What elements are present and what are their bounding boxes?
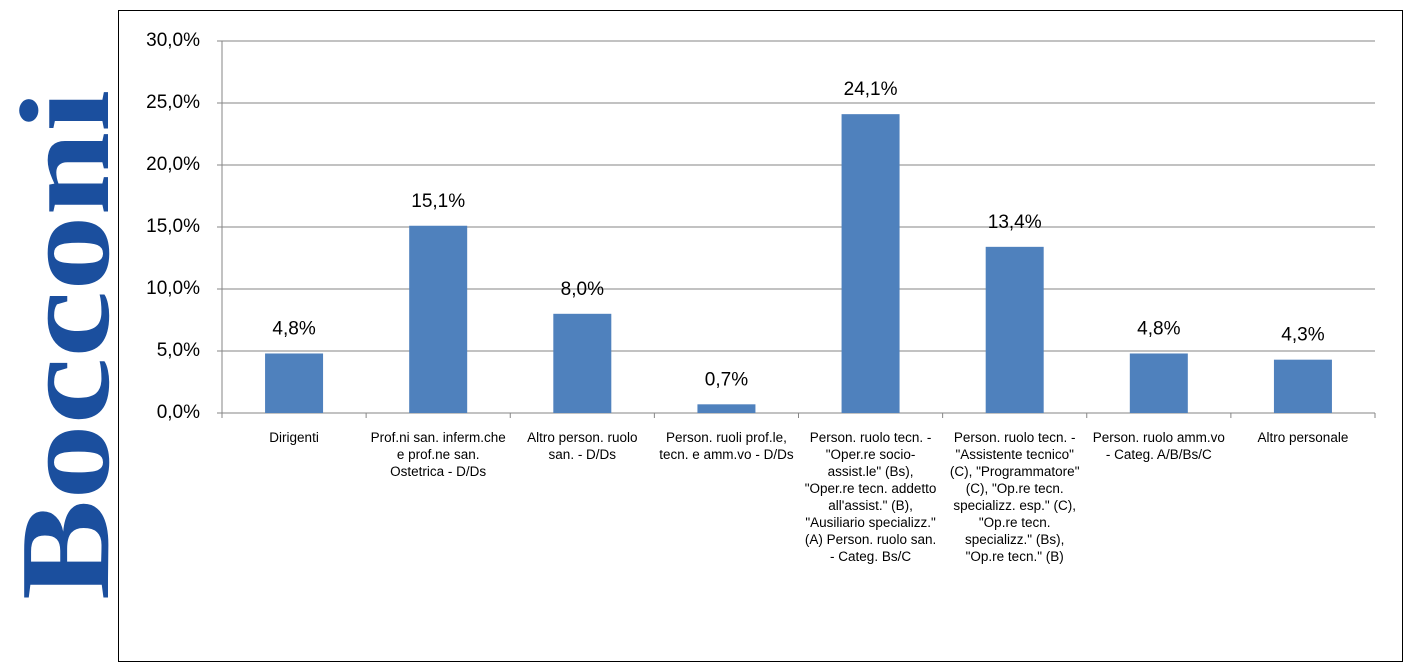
data-label: 8,0% xyxy=(561,279,604,300)
data-label: 0,7% xyxy=(705,369,748,390)
bar xyxy=(1129,353,1188,413)
data-label: 13,4% xyxy=(988,212,1042,233)
bar xyxy=(265,353,324,413)
x-tick-label: Person. ruolo tecn. - "Assistente tecnic… xyxy=(949,430,1080,564)
y-tick-label: 10,0% xyxy=(146,278,200,299)
logo: Bocconi xyxy=(0,90,136,600)
y-tick-label: 15,0% xyxy=(146,216,200,237)
data-label: 15,1% xyxy=(411,191,465,212)
x-tick-label: Altro personale xyxy=(1257,430,1349,445)
data-label: 4,8% xyxy=(1137,318,1180,339)
y-tick-label: 20,0% xyxy=(146,154,200,175)
y-tick-label: 25,0% xyxy=(146,92,200,113)
y-tick-label: 0,0% xyxy=(157,402,200,423)
x-tick-label: Person. ruolo tecn. - "Oper.re socio-ass… xyxy=(804,430,937,564)
x-tick-label: Person. ruolo amm.vo - Categ. A/B/Bs/C xyxy=(1092,430,1225,462)
bar xyxy=(985,246,1044,413)
x-tick-label: Altro person. ruolo san. - D/Ds xyxy=(527,430,638,462)
x-tick-label: Dirigenti xyxy=(269,430,319,445)
data-label: 24,1% xyxy=(844,79,898,100)
bar xyxy=(1273,359,1332,413)
y-tick-label: 5,0% xyxy=(157,340,200,361)
bar xyxy=(553,313,612,413)
bar xyxy=(697,404,756,413)
bar xyxy=(409,225,468,413)
data-label: 4,3% xyxy=(1281,325,1324,346)
y-tick-label: 30,0% xyxy=(146,30,200,51)
x-tick-label: Prof.ni san. inferm.che e prof.ne san. O… xyxy=(370,430,506,479)
bar xyxy=(841,114,900,413)
data-label: 4,8% xyxy=(272,318,315,339)
x-tick-label: Person. ruoli prof.le, tecn. e amm.vo - … xyxy=(659,430,794,462)
chart-frame xyxy=(118,10,1403,662)
